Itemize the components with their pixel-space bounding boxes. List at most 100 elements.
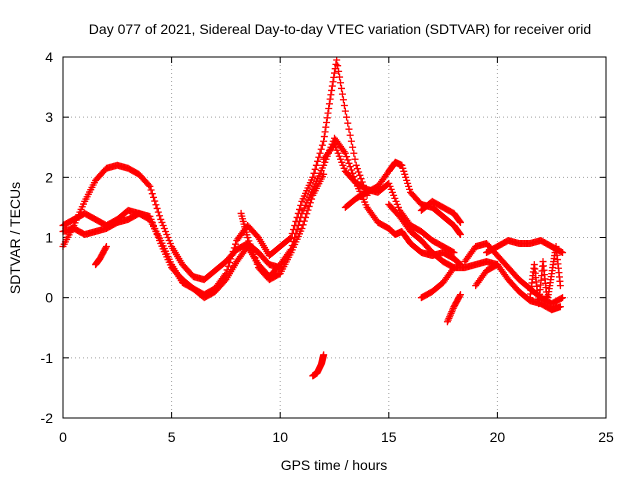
- data-point: [390, 191, 398, 199]
- data-point: [303, 210, 311, 218]
- data-point: [308, 195, 316, 203]
- data-point: [340, 101, 348, 109]
- data-point: [404, 179, 412, 187]
- data-point: [353, 165, 361, 173]
- series-track-p: [526, 243, 564, 308]
- y-tick-label: 2: [45, 169, 53, 185]
- data-point: [157, 215, 165, 223]
- data-point: [443, 318, 451, 326]
- series-track-l: [417, 264, 458, 302]
- data-point: [102, 243, 110, 251]
- series-track-a: [59, 161, 284, 284]
- data-point: [251, 254, 259, 262]
- data-point: [351, 178, 359, 186]
- data-point: [325, 100, 333, 108]
- data-point: [456, 291, 464, 299]
- data-point: [310, 169, 318, 177]
- data-point: [151, 197, 159, 205]
- data-point: [145, 181, 153, 189]
- data-point: [388, 188, 396, 196]
- data-point: [335, 152, 343, 160]
- data-point: [449, 306, 457, 314]
- series-track-n: [92, 243, 110, 269]
- y-tick-label: -2: [41, 410, 54, 426]
- x-tick-label: 15: [381, 429, 397, 445]
- data-point: [557, 294, 565, 302]
- data-point: [320, 170, 328, 178]
- data-point: [328, 86, 336, 94]
- y-tick-label: 3: [45, 109, 53, 125]
- data-point: [246, 240, 254, 248]
- data-point: [152, 201, 160, 209]
- data-point: [300, 217, 308, 225]
- data-point: [406, 185, 414, 193]
- data-point: [247, 244, 255, 252]
- data-point: [332, 143, 340, 151]
- data-point: [227, 255, 235, 263]
- data-point: [334, 62, 342, 70]
- data-point: [456, 230, 464, 238]
- data-point: [159, 221, 167, 229]
- data-point: [386, 182, 394, 190]
- data-point: [293, 225, 301, 233]
- data-point: [335, 67, 343, 75]
- data-point: [343, 113, 351, 121]
- data-point: [346, 131, 354, 139]
- x-axis-label: GPS time / hours: [281, 457, 388, 473]
- data-point: [339, 161, 347, 169]
- data-point: [232, 240, 240, 248]
- data-point: [150, 193, 157, 201]
- data-point: [154, 208, 162, 216]
- series-track-j: [472, 261, 564, 314]
- data-point: [147, 186, 155, 194]
- series-track-h: [417, 197, 464, 226]
- data-point: [156, 212, 164, 220]
- data-point: [394, 203, 402, 211]
- data-point: [158, 218, 166, 226]
- data-point: [323, 119, 331, 127]
- data-point: [302, 213, 310, 221]
- data-point: [346, 163, 354, 171]
- grid: [63, 57, 606, 418]
- data-point: [338, 158, 346, 166]
- data-point: [166, 240, 174, 248]
- data-point: [387, 185, 395, 193]
- data-point: [230, 244, 238, 252]
- data-point: [160, 224, 168, 232]
- series-track-o: [309, 351, 328, 380]
- data-point: [338, 90, 346, 98]
- data-point: [331, 140, 338, 148]
- data-point: [165, 237, 173, 245]
- data-point: [314, 157, 322, 165]
- data-point: [347, 166, 355, 174]
- series-track-f: [341, 158, 464, 238]
- data-point: [343, 153, 351, 161]
- data-point: [323, 114, 331, 122]
- data-point: [316, 149, 324, 157]
- data-point: [557, 248, 565, 256]
- data-point: [401, 170, 409, 178]
- plot-frame: [62, 56, 607, 419]
- data-point: [294, 221, 302, 229]
- data-point: [329, 78, 337, 86]
- data-point: [456, 218, 464, 226]
- data-point: [146, 182, 154, 190]
- data-point: [224, 262, 232, 270]
- data-point: [309, 173, 317, 181]
- x-tick-label: 10: [272, 429, 288, 445]
- data-point: [344, 119, 352, 127]
- x-tick-label: 0: [59, 429, 67, 445]
- data-point: [456, 217, 464, 225]
- data-point: [336, 73, 344, 81]
- data-point: [347, 137, 355, 145]
- data-point: [350, 149, 358, 157]
- data-point: [321, 128, 329, 136]
- data-point: [312, 161, 320, 169]
- data-point: [320, 137, 328, 145]
- data-point: [391, 194, 399, 202]
- data-point: [296, 205, 304, 213]
- data-point: [355, 168, 363, 176]
- x-tick-label: 20: [490, 429, 506, 445]
- data-point: [357, 175, 365, 183]
- data-point: [320, 351, 328, 359]
